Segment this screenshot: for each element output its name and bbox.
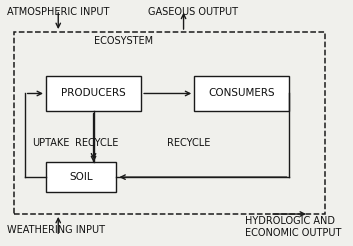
Text: CONSUMERS: CONSUMERS [209, 89, 275, 98]
Bar [46, 76, 141, 111]
Text: GASEOUS OUTPUT: GASEOUS OUTPUT [148, 7, 238, 17]
Text: UPTAKE: UPTAKE [32, 138, 70, 148]
Text: HYDROLOGIC AND
ECONOMIC OUTPUT: HYDROLOGIC AND ECONOMIC OUTPUT [245, 216, 342, 238]
Text: WEATHERING INPUT: WEATHERING INPUT [7, 225, 105, 235]
Text: SOIL: SOIL [70, 172, 93, 182]
Text: RECYCLE: RECYCLE [167, 138, 210, 148]
Bar [46, 162, 116, 192]
Text: PRODUCERS: PRODUCERS [61, 89, 126, 98]
Bar [14, 32, 325, 214]
Text: RECYCLE: RECYCLE [76, 138, 119, 148]
Bar [194, 76, 289, 111]
Text: ECOSYSTEM: ECOSYSTEM [94, 36, 153, 46]
Text: ATMOSPHERIC INPUT: ATMOSPHERIC INPUT [7, 7, 109, 17]
